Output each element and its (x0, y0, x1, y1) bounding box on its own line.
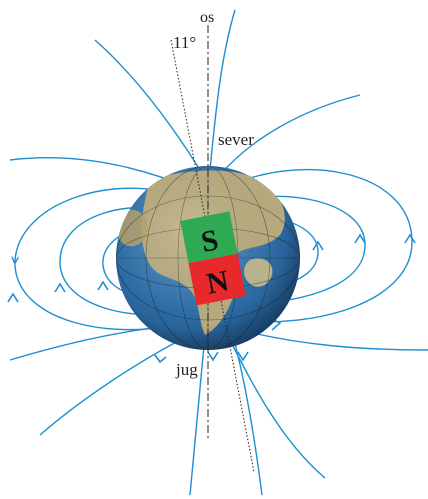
magnet-north-pole (188, 253, 246, 306)
field-line (39, 334, 191, 436)
magnet-south-label: S (198, 223, 221, 259)
south-label: jug (175, 360, 198, 379)
arrow-icon (154, 354, 167, 364)
field-arrows (7, 233, 416, 364)
arrow-icon (312, 240, 324, 251)
field-line (209, 9, 236, 171)
arrow-icon (207, 351, 219, 362)
field-line (219, 94, 361, 176)
field-line (231, 331, 263, 496)
arrow-icon (404, 233, 416, 244)
field-line (219, 168, 413, 323)
north-label: sever (218, 130, 254, 149)
field-line (94, 39, 201, 171)
arrow-icon (7, 292, 19, 303)
arrow-icon (54, 282, 66, 293)
angle-label: 11° (173, 33, 196, 52)
arrow-icon (354, 233, 366, 244)
field-line (224, 329, 326, 479)
arrow-icon (97, 280, 109, 291)
magnet-south-pole (180, 211, 238, 264)
field-line (189, 334, 206, 496)
field-line (239, 329, 428, 351)
arrow-icon (237, 351, 249, 362)
axis-label: os (200, 9, 214, 26)
bar-magnet: S N (180, 211, 246, 306)
field-line (15, 187, 201, 331)
